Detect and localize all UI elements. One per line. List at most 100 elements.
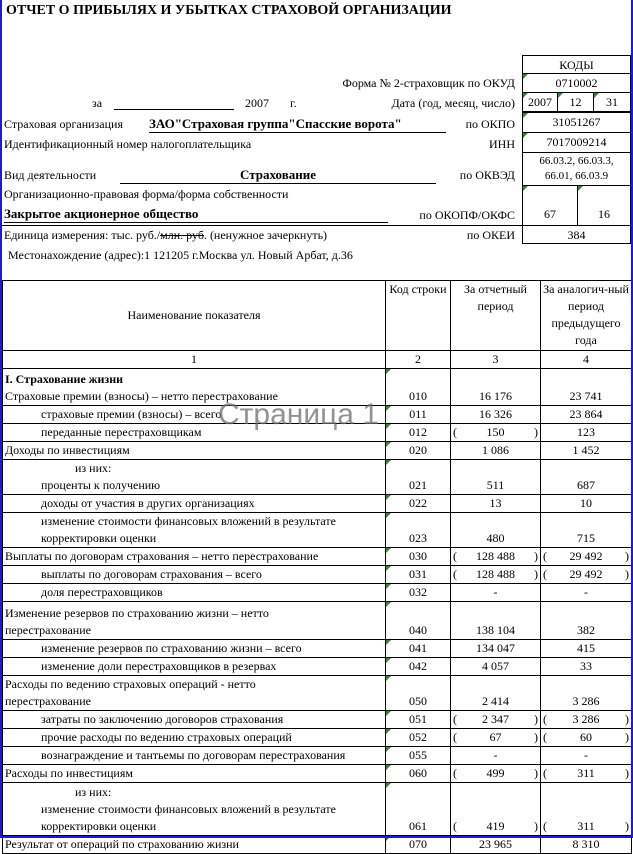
- row-name: Доходы по инвестициям: [2, 441, 386, 460]
- row-code: 011: [385, 405, 451, 424]
- value: 311: [577, 819, 595, 833]
- row-previous: 23 741: [540, 368, 632, 406]
- value: 311: [577, 766, 595, 780]
- row-name: из них: проценты к получению: [2, 459, 386, 495]
- okei-code: 384: [522, 225, 631, 244]
- row-previous: 415: [540, 639, 632, 658]
- value: 60: [580, 730, 592, 744]
- col-number: 3: [450, 350, 541, 369]
- row-current: 480: [450, 512, 541, 548]
- row-code: 040: [385, 601, 451, 640]
- row-code: 060: [385, 764, 451, 783]
- row-code: 041: [385, 639, 451, 658]
- row-label: изменение резервов по страхованию жизни …: [41, 641, 302, 655]
- row-code: 050: [385, 675, 451, 711]
- za-label: за: [92, 96, 103, 110]
- row-current: 13: [450, 494, 541, 513]
- row-code: 052: [385, 728, 451, 747]
- table-row: I. Страхование жизни Страховые премии (вз…: [2, 368, 632, 406]
- row-label-prefix: Расходы по ведению страховых операций - …: [5, 677, 256, 691]
- row-label: прочие расходы по ведению страховых опер…: [41, 730, 292, 744]
- okei-label: по ОКЕИ: [466, 228, 515, 242]
- row-label: Результат от операций по страхованию жиз…: [5, 837, 239, 851]
- row-previous: 3 286: [540, 675, 632, 711]
- row-label: перестрахование: [5, 623, 91, 637]
- value: 16 176: [479, 389, 512, 403]
- row-code: 042: [385, 657, 451, 676]
- codes-header: КОДЫ: [522, 55, 631, 74]
- row-name: I. Страхование жизни Страховые премии (вз…: [2, 368, 386, 406]
- okud-code: 0710002: [522, 73, 631, 93]
- row-name: Расходы по ведению страховых операций - …: [2, 675, 386, 711]
- value: 8 310: [572, 837, 600, 851]
- row-previous: (60): [540, 728, 632, 747]
- date-day: 31: [593, 92, 631, 112]
- table-row: изменение доли перестраховщиков в резерв…: [2, 657, 632, 676]
- row-code: 061: [385, 782, 451, 836]
- row-label: вознаграждение и тантьемы по договорам п…: [41, 748, 346, 762]
- row-code: 020: [385, 441, 451, 460]
- row-name: Результат от операций по страхованию жиз…: [2, 835, 386, 854]
- row-name: Изменение резервов по страхованию жизни …: [2, 601, 386, 640]
- header-code: Код строки: [385, 280, 451, 351]
- row-label-prefix: Изменение резервов по страхованию жизни …: [5, 606, 269, 620]
- value: 123: [577, 425, 595, 439]
- year-suffix: г.: [290, 96, 297, 110]
- table-row: страховые премии (взносы) – всего 011 16 3…: [2, 405, 632, 424]
- row-previous: (311): [540, 764, 632, 783]
- row-code: 055: [385, 746, 451, 765]
- value: 138 104: [476, 623, 515, 637]
- row-current: (419): [450, 782, 541, 836]
- row-current: (128 488): [450, 547, 541, 566]
- table-row: затраты по заключению договоров страхова…: [2, 710, 632, 729]
- table-row: Выплаты по договорам страхования – нетто…: [2, 547, 632, 566]
- value: -: [493, 748, 498, 762]
- table-row: выплаты по договорам страхования – всего…: [2, 565, 632, 584]
- row-name: Расходы по инвестициям: [2, 764, 386, 783]
- period-blank: [114, 95, 234, 110]
- value: 23 864: [569, 407, 603, 421]
- value: 134 047: [476, 641, 515, 655]
- value: 480: [486, 531, 505, 545]
- report-title: ОТЧЕТ О ПРИБЫЛЯХ И УБЫТКАХ СТРАХОВОЙ ОРГ…: [6, 3, 452, 18]
- row-current: -: [450, 746, 541, 765]
- col-number: 2: [385, 350, 451, 369]
- address: Местонахождение (адрес):1 121205 г.Москв…: [8, 248, 353, 262]
- row-code: 010: [385, 368, 451, 406]
- row-current: (2 347): [450, 710, 541, 729]
- value: 33: [580, 659, 592, 673]
- value: 67: [489, 730, 502, 744]
- row-previous: 1 452: [540, 441, 632, 460]
- value: 511: [486, 478, 505, 492]
- org-name: ЗАО"Страховая группа"Спасские ворота": [149, 116, 446, 133]
- row-current: 16 176: [450, 368, 541, 406]
- value: 1 452: [572, 443, 600, 457]
- value: 23 741: [569, 389, 603, 403]
- row-previous: 687: [540, 459, 632, 495]
- row-name: изменение доли перестраховщиков в резерв…: [2, 657, 386, 676]
- row-current: (128 488): [450, 565, 541, 584]
- value: -: [584, 748, 588, 762]
- row-label: корректировки оценки: [41, 819, 157, 833]
- row-label: выплаты по договорам страхования – всего: [41, 567, 262, 581]
- table-row: Изменение резервов по страхованию жизни …: [2, 601, 632, 640]
- row-label: корректировки оценки: [41, 531, 157, 545]
- row-previous: 33: [540, 657, 632, 676]
- date-year: 2007: [522, 92, 558, 112]
- value: 128 488: [476, 567, 515, 581]
- header-name: Наименование показателя: [2, 280, 386, 351]
- table-row: Результат от операций по страхованию жиз…: [2, 835, 632, 854]
- row-label: проценты к получению: [41, 478, 161, 492]
- row-name: Выплаты по договорам страхования – нетто…: [2, 547, 386, 566]
- value: 382: [577, 623, 595, 637]
- row-name: доля перестраховщиков: [2, 583, 386, 602]
- opf-value: Закрытое акционерное общество: [4, 206, 388, 223]
- row-label: доля перестраховщиков: [41, 585, 163, 599]
- report-year: 2007: [245, 96, 269, 110]
- row-previous: 715: [540, 512, 632, 548]
- row-name: из них: изменение стоимости финансовых вл…: [2, 782, 386, 836]
- divider: [2, 225, 522, 226]
- row-name: вознаграждение и тантьемы по договорам п…: [2, 746, 386, 765]
- row-label: затраты по заключению договоров страхова…: [41, 712, 284, 726]
- row-previous: (29 492): [540, 547, 632, 566]
